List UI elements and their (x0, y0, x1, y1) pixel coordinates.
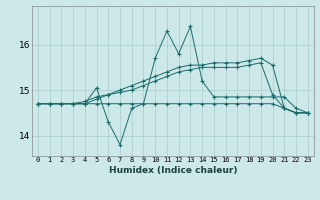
X-axis label: Humidex (Indice chaleur): Humidex (Indice chaleur) (108, 166, 237, 175)
